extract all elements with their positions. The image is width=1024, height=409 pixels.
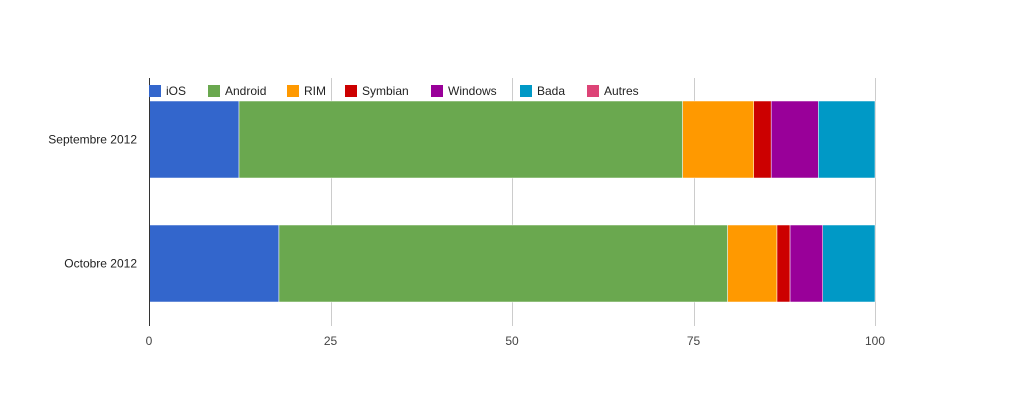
- x-tick-label: 75: [687, 334, 701, 348]
- x-tick-label: 100: [865, 334, 885, 348]
- legend-swatch-ios[interactable]: [149, 85, 161, 97]
- legend-swatch-windows[interactable]: [431, 85, 443, 97]
- x-tick-label: 50: [505, 334, 519, 348]
- bars: [148, 100, 876, 303]
- bar-segment-symbian-0[interactable]: [753, 100, 772, 179]
- bar-segment-windows-1[interactable]: [789, 224, 823, 303]
- legend-swatch-android[interactable]: [208, 85, 220, 97]
- legend-label-android[interactable]: Android: [225, 84, 266, 98]
- bar-segment-bada-1[interactable]: [822, 224, 876, 303]
- bar-segment-windows-0[interactable]: [770, 100, 819, 179]
- bar-segment-symbian-1[interactable]: [776, 224, 791, 303]
- bar-segment-rim-1[interactable]: [727, 224, 778, 303]
- legend-label-autres[interactable]: Autres: [604, 84, 639, 98]
- legend-swatch-bada[interactable]: [520, 85, 532, 97]
- legend-label-bada[interactable]: Bada: [537, 84, 565, 98]
- legend-label-rim[interactable]: RIM: [304, 84, 326, 98]
- bar-segment-bada-0[interactable]: [818, 100, 876, 179]
- x-tick-label: 0: [146, 334, 153, 348]
- legend: iOS Android RIM Symbian Windows Bada Autres: [149, 84, 639, 98]
- category-label: Octobre 2012: [64, 257, 137, 271]
- legend-swatch-rim[interactable]: [287, 85, 299, 97]
- category-label: Septembre 2012: [48, 133, 137, 147]
- bar-segment-ios-0[interactable]: [148, 100, 240, 179]
- bar-segment-android-1[interactable]: [278, 224, 728, 303]
- legend-swatch-autres[interactable]: [587, 85, 599, 97]
- bar-segment-android-0[interactable]: [238, 100, 683, 179]
- bar-segment-ios-1[interactable]: [148, 224, 280, 303]
- legend-swatch-symbian[interactable]: [345, 85, 357, 97]
- axes: 0 25 50 75 100 Septembre 2012 Octobre 2012: [48, 78, 885, 348]
- bar-segment-rim-0[interactable]: [682, 100, 755, 179]
- legend-label-windows[interactable]: Windows: [448, 84, 497, 98]
- x-tick-label: 25: [324, 334, 338, 348]
- legend-label-symbian[interactable]: Symbian: [362, 84, 409, 98]
- legend-label-ios[interactable]: iOS: [166, 84, 186, 98]
